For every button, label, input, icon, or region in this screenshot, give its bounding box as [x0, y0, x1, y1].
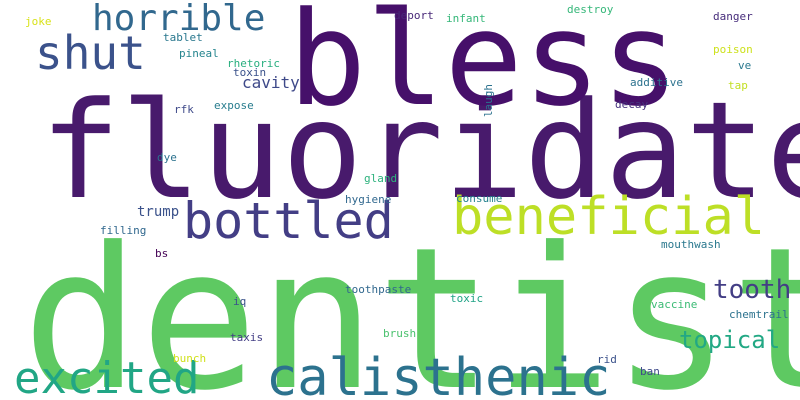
word-poison: poison: [713, 43, 753, 56]
word-brush: brush: [383, 327, 417, 340]
word-decay: decay: [615, 98, 649, 111]
word-ve: ve: [738, 59, 752, 72]
word-excited: excited: [14, 353, 200, 400]
word-laugh: laugh: [482, 83, 496, 118]
word-pineal: pineal: [179, 47, 219, 60]
word-tap: tap: [728, 79, 748, 92]
word-tablet: tablet: [163, 31, 203, 44]
word-infant: infant: [446, 12, 486, 25]
word-toothpaste: toothpaste: [345, 283, 412, 296]
word-destroy: destroy: [567, 3, 614, 16]
word-horrible: horrible: [92, 0, 266, 39]
word-toxic: toxic: [450, 292, 484, 305]
word-cavity: cavity: [242, 73, 300, 92]
word-joke: joke: [25, 15, 52, 28]
word-dentist: dentist: [22, 206, 800, 400]
word-deport: deport: [394, 9, 434, 22]
word-bottled: bottled: [183, 192, 394, 250]
word-tooth: tooth: [713, 275, 792, 305]
word-consume: consume: [456, 192, 503, 205]
word-hygiene: hygiene: [345, 193, 392, 206]
word-fluoridate: fluoridate: [40, 73, 800, 229]
word-rid: rid: [597, 353, 617, 366]
word-beneficial: beneficial: [452, 187, 766, 247]
word-danger: danger: [713, 10, 753, 23]
word-gland: gland: [364, 172, 398, 185]
word-iq: iq: [233, 295, 247, 308]
word-bs: bs: [155, 247, 169, 260]
word-ban: ban: [640, 365, 660, 378]
word-rfk: rfk: [174, 103, 194, 116]
word-shut: shut: [35, 26, 146, 80]
word-bunch: bunch: [173, 352, 207, 365]
word-trump: trump: [137, 204, 180, 220]
word-chemtrail: chemtrail: [729, 308, 789, 321]
word-dye: dye: [157, 151, 177, 164]
word-toxin: toxin: [233, 66, 267, 79]
word-vaccine: vaccine: [651, 298, 698, 311]
word-additive: additive: [630, 76, 683, 89]
word-bless: bless: [288, 0, 680, 135]
word-taxis: taxis: [230, 331, 264, 344]
word-expose: expose: [214, 99, 254, 112]
word-topical: topical: [679, 326, 781, 354]
word-mouthwash: mouthwash: [661, 238, 721, 251]
word-calisthenic: calisthenic: [266, 348, 611, 400]
word-filling: filling: [100, 224, 147, 237]
word-rhetoric: rhetoric: [227, 57, 280, 70]
